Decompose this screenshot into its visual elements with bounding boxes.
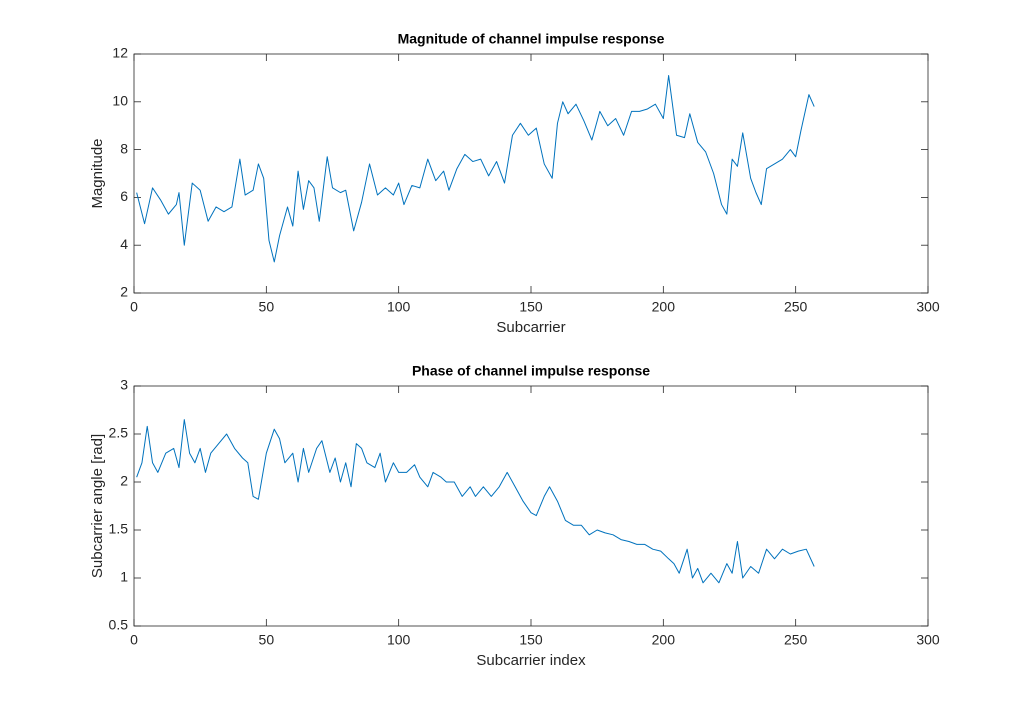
y-tick-label: 1 (120, 569, 128, 585)
axes-box (133, 385, 929, 627)
x-tick-label: 200 (652, 632, 676, 648)
x-tick-label: 250 (784, 299, 808, 315)
y-tick-label: 2.5 (109, 425, 129, 441)
x-tick-label: 100 (387, 299, 411, 315)
y-tick-label: 2 (120, 284, 128, 300)
y-tick-label: 4 (120, 236, 128, 252)
y-axis-label: Magnitude (89, 138, 106, 208)
x-tick-label: 0 (130, 299, 138, 315)
x-axis-label: Subcarrier index (476, 652, 586, 669)
y-tick-label: 8 (120, 140, 128, 156)
x-tick-label: 100 (387, 632, 411, 648)
chart-title: Magnitude of channel impulse response (398, 31, 665, 47)
x-tick-label: 300 (916, 632, 940, 648)
x-tick-label: 50 (259, 299, 275, 315)
data-line (136, 419, 815, 584)
x-tick-label: 200 (652, 299, 676, 315)
x-tick-label: 150 (519, 299, 543, 315)
axes-box (133, 53, 929, 294)
x-tick-label: 50 (259, 632, 275, 648)
y-tick-label: 3 (120, 377, 128, 393)
y-tick-label: 6 (120, 188, 128, 204)
x-tick-label: 250 (784, 632, 808, 648)
x-axis-label: Subcarrier (496, 319, 565, 336)
y-tick-label: 10 (112, 93, 128, 109)
y-tick-label: 0.5 (109, 617, 129, 633)
y-tick-label: 2 (120, 473, 128, 489)
y-tick-label: 12 (112, 45, 128, 61)
data-line (136, 75, 815, 263)
x-tick-label: 0 (130, 632, 138, 648)
y-tick-label: 1.5 (109, 521, 129, 537)
x-tick-label: 300 (916, 299, 940, 315)
x-tick-label: 150 (519, 632, 543, 648)
chart-title: Phase of channel impulse response (412, 363, 650, 379)
y-axis-label: Subcarrier angle [rad] (89, 434, 106, 578)
